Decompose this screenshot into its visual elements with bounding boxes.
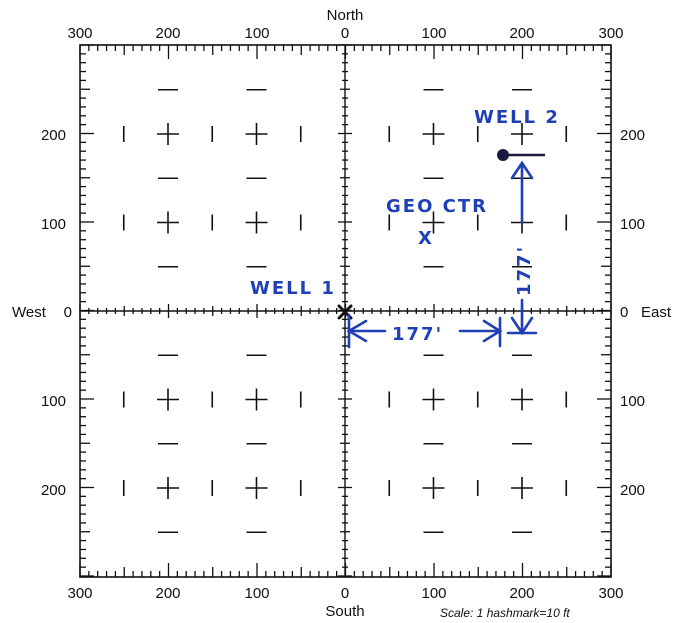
right-tick-label: 200: [620, 482, 645, 499]
west-label: West: [12, 304, 47, 321]
east-offset-label: 177': [392, 324, 443, 345]
left-tick-label: 100: [41, 216, 66, 233]
bottom-tick-label: 300: [598, 585, 623, 602]
top-tick-label: 0: [341, 25, 349, 42]
top-tick-label: 200: [155, 25, 180, 42]
geo-center-label: GEO CTR: [386, 196, 488, 217]
right-tick-label: 0: [620, 304, 628, 321]
scale-note: Scale: 1 hashmark=10 ft: [440, 606, 570, 620]
bottom-tick-label: 200: [509, 585, 534, 602]
bottom-tick-label: 0: [341, 585, 349, 602]
top-tick-label: 200: [509, 25, 534, 42]
right-tick-label: 100: [620, 216, 645, 233]
left-tick-label: 200: [41, 127, 66, 144]
east-label: East: [641, 304, 672, 321]
right-tick-label: 100: [620, 393, 645, 410]
left-tick-label: 100: [41, 393, 66, 410]
south-label: South: [325, 603, 364, 620]
north-label: North: [327, 7, 364, 24]
east-dimension-arrow: [346, 313, 503, 349]
north-dimension-arrow: [506, 160, 538, 336]
left-tick-label: 200: [41, 482, 66, 499]
geo-center-mark: X: [418, 228, 434, 249]
top-tick-label: 300: [598, 25, 623, 42]
left-tick-label: 0: [64, 304, 72, 321]
well2-label: WELL 2: [474, 107, 560, 128]
grid-markers: [122, 88, 568, 534]
bottom-tick-label: 100: [421, 585, 446, 602]
well1-label: WELL 1: [250, 278, 336, 299]
bottom-tick-label: 100: [244, 585, 269, 602]
top-tick-label: 300: [67, 25, 92, 42]
top-tick-label: 100: [421, 25, 446, 42]
top-tick-label: 100: [244, 25, 269, 42]
bottom-tick-label: 200: [155, 585, 180, 602]
right-tick-label: 200: [620, 127, 645, 144]
bottom-tick-label: 300: [67, 585, 92, 602]
north-offset-label: 177': [514, 245, 535, 296]
